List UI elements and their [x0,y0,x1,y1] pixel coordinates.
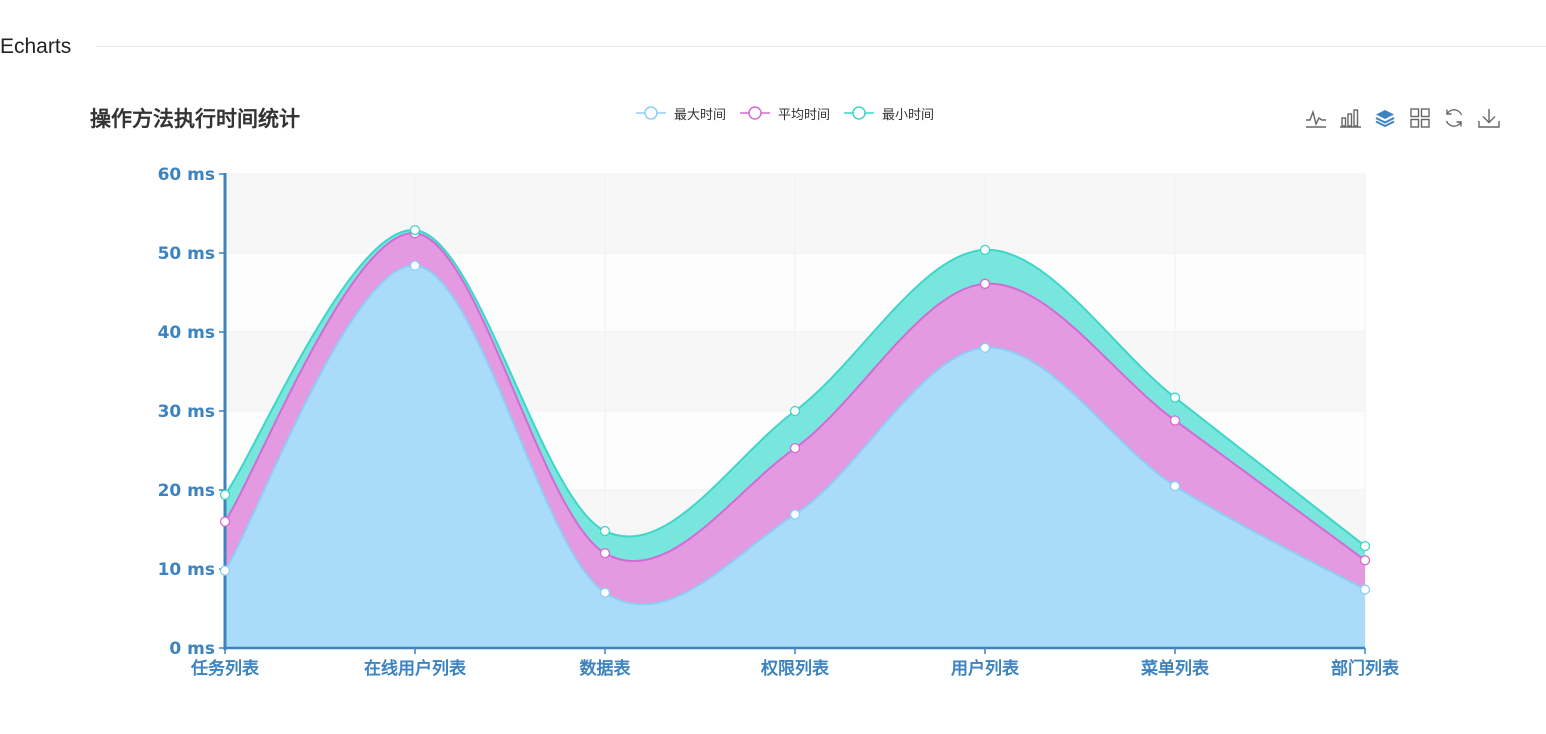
line-layer [224,229,1366,606]
section-divider: Echarts [0,33,1546,61]
data-point [409,224,421,236]
data-point [599,525,611,537]
data-point [979,244,991,255]
data-point [599,587,611,598]
x-tick-label: 任务列表 [190,658,260,679]
y-tick-label: 30 ms [158,402,215,422]
section-title: Echarts [0,35,84,59]
data-point [1169,415,1181,426]
data-point [979,278,991,289]
point-layer [219,224,1371,598]
data-point [1359,584,1371,595]
bar-chart-icon[interactable] [1339,106,1363,130]
restore-icon[interactable] [1442,106,1466,130]
data-point [219,516,231,527]
legend-item-max[interactable]: 最大时间 [636,104,726,123]
series-line [224,264,1366,606]
x-tick-label: 数据表 [580,658,632,679]
x-tick-label: 在线用户列表 [364,658,467,679]
chart-title: 操作方法执行时间统计 [90,107,300,131]
data-point [979,342,991,353]
legend-item-avg[interactable]: 平均时间 [740,104,830,123]
data-point [1169,392,1181,403]
legend-marker-icon [636,106,666,120]
series-area [225,233,1365,605]
chart-legend: 最大时间 平均时间 最小时间 [636,104,948,123]
stack-icon[interactable] [1373,106,1397,130]
axis-layer: 0 ms 10 ms 20 ms 30 ms 40 ms 50 ms 60 ms 任务列表 在线… [158,165,1400,679]
legend-label: 最小时间 [882,107,935,123]
y-tick-label: 60 ms [158,165,215,185]
data-point [789,442,801,454]
y-tick-label: 0 ms [169,639,215,659]
line-chart-icon[interactable] [1304,106,1328,130]
x-tick-label: 部门列表 [1331,658,1400,679]
data-point [789,405,801,417]
series-line [224,229,1366,547]
y-tick-label: 50 ms [158,244,215,264]
x-tick-label: 用户列表 [951,658,1020,679]
legend-item-min[interactable]: 最小时间 [844,104,934,123]
series-line [224,232,1366,562]
download-icon[interactable] [1477,106,1501,130]
area-layer [225,229,1365,648]
data-point [219,489,231,500]
data-point [789,509,801,520]
x-tick-label: 权限列表 [760,658,830,679]
x-tick-label: 菜单列表 [1140,658,1210,679]
data-point [599,548,611,559]
chart-toolbox [1304,106,1511,130]
tiled-icon[interactable] [1408,106,1432,130]
legend-label: 平均时间 [778,107,831,123]
data-point [1169,480,1181,492]
series-area [225,229,1365,562]
divider-line [96,46,1546,47]
data-point [409,260,421,271]
data-point [1359,540,1371,552]
y-tick-label: 20 ms [158,481,215,501]
data-point [219,565,231,576]
data-point [1359,555,1371,566]
y-tick-label: 10 ms [158,560,215,580]
legend-marker-icon [844,106,875,120]
legend-label: 最大时间 [674,107,727,123]
y-tick-label: 40 ms [158,323,215,343]
series-area [225,265,1365,648]
legend-marker-icon [740,106,771,120]
